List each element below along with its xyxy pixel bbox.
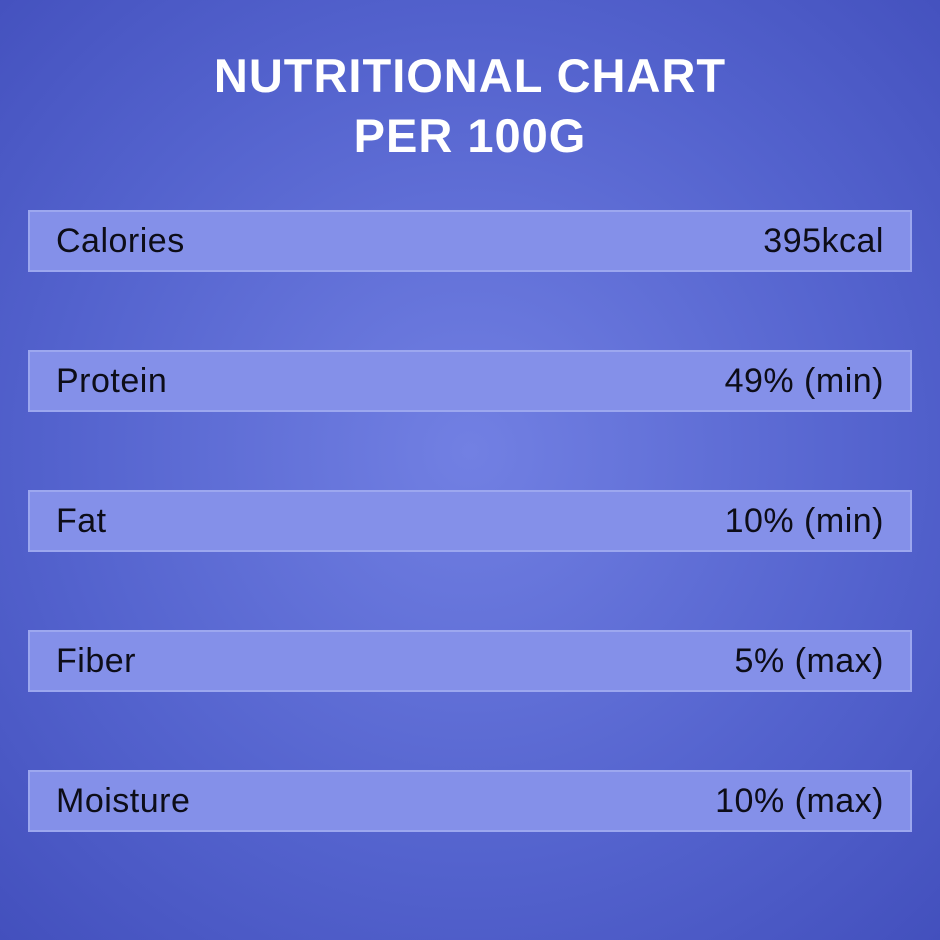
nutrient-row-fat: Fat 10% (min): [28, 490, 912, 552]
nutrient-label: Protein: [56, 361, 168, 400]
nutrient-value: 5% (max): [734, 641, 884, 680]
nutrient-label: Moisture: [56, 781, 191, 820]
nutrient-row-protein: Protein 49% (min): [28, 350, 912, 412]
nutrient-value: 10% (max): [715, 781, 884, 820]
nutrient-label: Calories: [56, 221, 185, 260]
nutrient-row-calories: Calories 395kcal: [28, 210, 912, 272]
nutrient-label: Fiber: [56, 641, 136, 680]
nutrient-value: 49% (min): [724, 361, 884, 400]
nutrient-value: 395kcal: [763, 221, 884, 260]
nutrient-value: 10% (min): [724, 501, 884, 540]
page-title-line-2: PER 100G: [353, 109, 587, 162]
page-title: NUTRITIONAL CHART PER 100G: [0, 46, 940, 166]
nutrient-label: Fat: [56, 501, 107, 540]
nutrient-row-moisture: Moisture 10% (max): [28, 770, 912, 832]
nutrient-row-fiber: Fiber 5% (max): [28, 630, 912, 692]
page-title-line-1: NUTRITIONAL CHART: [213, 49, 727, 102]
